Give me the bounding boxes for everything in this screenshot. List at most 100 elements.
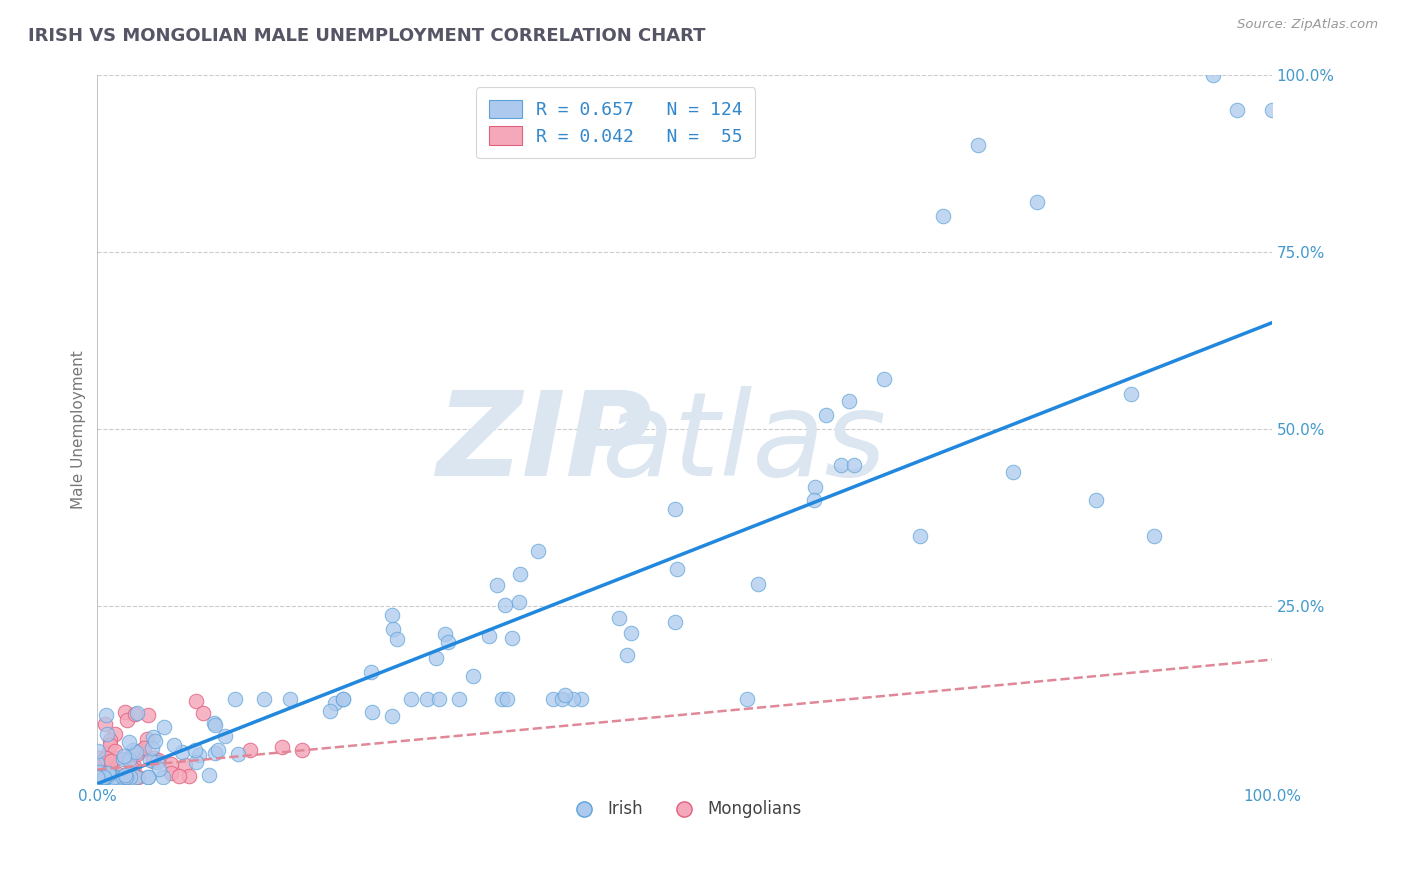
Point [186, 694, 208, 708]
Point [120, 749, 142, 764]
Point [437, 635, 460, 649]
Point [142, 730, 165, 744]
Point [830, 458, 852, 472]
Point [135, 731, 157, 746]
Point [86, 768, 108, 782]
Point [112, 749, 135, 764]
Point [118, 735, 141, 749]
Point [332, 691, 354, 706]
Point [112, 770, 135, 784]
Point [198, 767, 221, 781]
Point [1202, 68, 1225, 82]
Point [1026, 195, 1049, 210]
Point [148, 762, 170, 776]
Point [131, 743, 153, 757]
Point [735, 691, 758, 706]
Point [100, 754, 122, 768]
Point [87, 770, 110, 784]
Point [94, 756, 117, 771]
Point [427, 691, 450, 706]
Point [747, 577, 769, 591]
Point [118, 770, 141, 784]
Point [97, 758, 120, 772]
Point [664, 501, 686, 516]
Point [381, 607, 404, 622]
Point [202, 716, 225, 731]
Point [87, 770, 110, 784]
Point [87, 761, 110, 775]
Point [129, 744, 152, 758]
Point [177, 769, 200, 783]
Point [124, 707, 146, 722]
Point [118, 753, 141, 767]
Point [103, 770, 125, 784]
Point [425, 650, 447, 665]
Point [204, 747, 226, 761]
Point [561, 691, 583, 706]
Point [173, 758, 195, 772]
Text: Source: ZipAtlas.com: Source: ZipAtlas.com [1237, 18, 1378, 31]
Point [97, 765, 120, 780]
Point [104, 744, 127, 758]
Point [224, 691, 246, 706]
Point [96, 770, 118, 784]
Point [1002, 465, 1025, 479]
Point [107, 767, 129, 781]
Point [271, 739, 294, 754]
Point [508, 594, 530, 608]
Point [495, 691, 517, 706]
Point [527, 544, 550, 558]
Point [87, 770, 110, 784]
Point [87, 744, 110, 758]
Point [114, 770, 136, 784]
Point [159, 756, 181, 771]
Point [844, 458, 866, 472]
Point [91, 770, 114, 784]
Point [105, 770, 128, 784]
Point [204, 718, 226, 732]
Point [214, 729, 236, 743]
Point [167, 768, 190, 782]
Point [415, 691, 437, 706]
Point [664, 615, 686, 630]
Point [138, 708, 160, 723]
Point [97, 746, 120, 760]
Point [86, 760, 108, 774]
Point [122, 758, 145, 772]
Point [291, 743, 314, 757]
Point [184, 755, 207, 769]
Point [191, 706, 214, 720]
Point [86, 770, 108, 784]
Point [86, 770, 108, 784]
Point [188, 747, 211, 762]
Point [89, 770, 111, 784]
Point [122, 743, 145, 757]
Point [509, 566, 531, 581]
Point [486, 578, 509, 592]
Point [87, 770, 110, 784]
Point [170, 745, 193, 759]
Point [152, 770, 174, 784]
Point [319, 704, 342, 718]
Point [360, 665, 382, 679]
Point [616, 648, 638, 663]
Point [541, 691, 564, 706]
Point [86, 770, 108, 784]
Point [114, 770, 136, 784]
Point [461, 669, 484, 683]
Point [554, 688, 576, 702]
Point [239, 742, 262, 756]
Point [86, 756, 108, 771]
Point [96, 727, 118, 741]
Point [112, 752, 135, 766]
Point [323, 696, 346, 710]
Y-axis label: Male Unemployment: Male Unemployment [72, 350, 86, 508]
Text: IRISH VS MONGOLIAN MALE UNEMPLOYMENT CORRELATION CHART: IRISH VS MONGOLIAN MALE UNEMPLOYMENT COR… [28, 27, 706, 45]
Point [967, 138, 990, 153]
Point [97, 767, 120, 781]
Point [814, 408, 837, 422]
Point [94, 716, 117, 731]
Point [381, 708, 404, 723]
Point [89, 764, 111, 779]
Point [382, 622, 405, 636]
